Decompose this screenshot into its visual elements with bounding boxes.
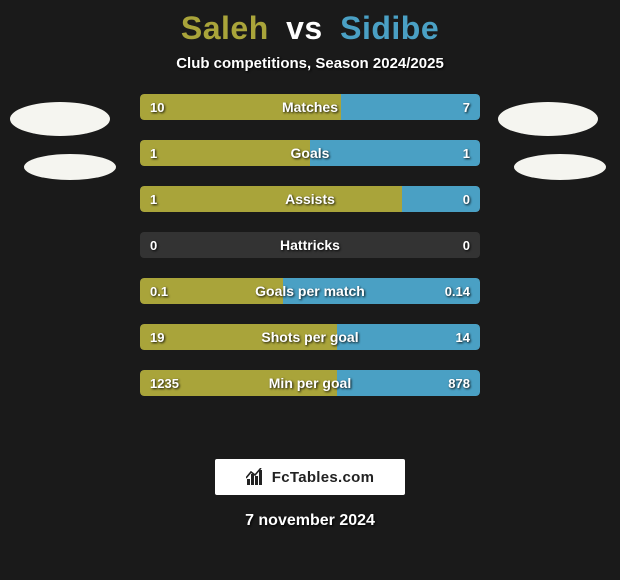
- placeholder-ellipse: [24, 154, 116, 180]
- placeholder-ellipse: [514, 154, 606, 180]
- vs-label: vs: [286, 10, 323, 47]
- watermark: FcTables.com: [215, 459, 405, 495]
- stat-row: 0.10.14Goals per match: [140, 278, 480, 304]
- player1-bar: [140, 186, 402, 212]
- watermark-text: FcTables.com: [272, 469, 375, 486]
- player2-bar: [283, 278, 480, 304]
- player1-bar: [140, 278, 283, 304]
- player2-bar: [337, 324, 480, 350]
- player1-bar: [140, 140, 310, 166]
- stat-row: 107Matches: [140, 94, 480, 120]
- player2-name: Sidibe: [340, 10, 439, 47]
- stat-row: 0 0Hattricks: [140, 232, 480, 258]
- placeholder-ellipse: [498, 102, 598, 136]
- stat-row: 1914Shots per goal: [140, 324, 480, 350]
- player1-bar: [140, 370, 337, 396]
- stat-row: 10Assists: [140, 186, 480, 212]
- player1-bar: [140, 94, 341, 120]
- stat-label: Hattricks: [140, 232, 480, 258]
- player1-value: 0: [150, 232, 157, 258]
- player2-bar: [310, 140, 480, 166]
- stat-row: 1235878Min per goal: [140, 370, 480, 396]
- placeholder-ellipse: [10, 102, 110, 136]
- chart-icon: [246, 468, 266, 486]
- player2-value: 0: [463, 232, 470, 258]
- player2-bar: [337, 370, 480, 396]
- subtitle: Club competitions, Season 2024/2025: [0, 55, 620, 72]
- player1-bar: [140, 324, 337, 350]
- comparison-chart: 107Matches 11Goals 10Assists 0 0Hattricks 0.1…: [0, 94, 620, 424]
- date-label: 7 november 2024: [0, 512, 620, 530]
- player1-name: Saleh: [181, 10, 269, 47]
- stat-row: 11Goals: [140, 140, 480, 166]
- player2-bar: [402, 186, 480, 212]
- player2-bar: [341, 94, 480, 120]
- page-title: Saleh vs Sidibe: [0, 0, 620, 47]
